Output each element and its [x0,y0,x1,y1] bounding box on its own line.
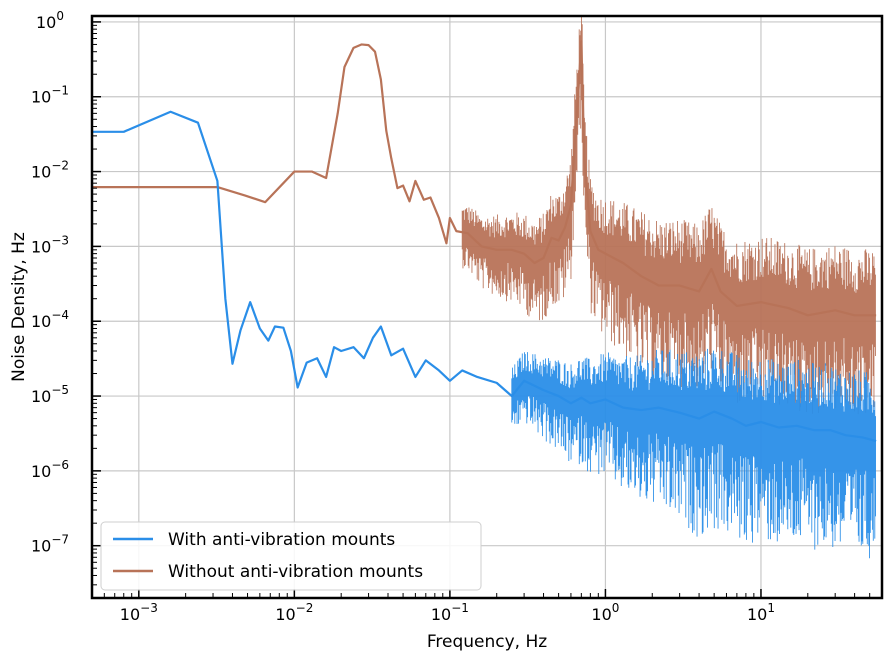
y-tick-label: 10−7 [31,533,69,556]
y-tick-label: 10−1 [31,84,69,107]
x-tick-label: 10−2 [275,601,313,624]
x-axis-title: Frequency, Hz [427,632,547,652]
x-tick-label: 10−3 [120,601,158,624]
y-tick-label: 10−5 [31,383,69,406]
legend-box [100,521,482,591]
legend-label-without-mounts: Without anti-vibration mounts [168,562,423,582]
y-tick-label: 10−4 [31,308,69,331]
x-tick-label: 101 [747,601,775,624]
y-tick-label: 10−3 [31,233,69,256]
legend-label-with-mounts: With anti-vibration mounts [168,530,395,550]
plot-frame [90,14,884,600]
x-tick-label: 10−1 [431,601,469,624]
y-axis-title: Noise Density, Hz [9,232,29,382]
y-tick-label: 100 [36,9,64,32]
y-tick-label: 10−2 [31,159,69,182]
series-lines [92,40,877,443]
legend: With anti-vibration mounts Without anti-… [100,521,482,591]
with-mounts-line [92,110,877,443]
y-tick-label: 10−6 [31,458,69,481]
without-mounts-line [92,40,877,317]
with-mounts-noise-band [511,348,876,559]
x-tick-label: 100 [591,601,619,624]
